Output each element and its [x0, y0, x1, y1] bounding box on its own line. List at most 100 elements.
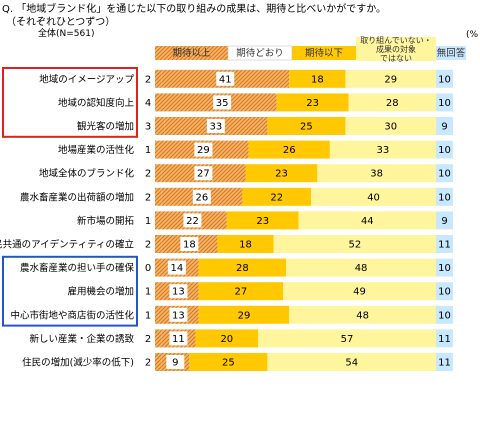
bar-segment-3: [198, 282, 284, 301]
bar-segment-3: [198, 305, 290, 324]
value-label: 29: [384, 74, 397, 85]
value-label: 25: [222, 358, 235, 369]
value-label: 25: [300, 122, 313, 133]
value-label: 30: [384, 122, 397, 133]
value-label: 18: [311, 74, 324, 85]
value-label: 52: [348, 240, 361, 251]
value-label-above: 3: [145, 122, 151, 133]
value-label: 23: [306, 98, 319, 109]
value-label: 10: [438, 263, 451, 274]
value-label: 18: [239, 240, 252, 251]
bar-segment-3: [195, 329, 259, 348]
bar-segment-1: [155, 69, 162, 88]
bar-segment-5: [436, 93, 453, 112]
value-label: 27: [234, 287, 247, 298]
value-label: 57: [341, 334, 354, 345]
bar-segment-3: [242, 187, 312, 206]
legend-label: 成果の対象: [376, 44, 416, 54]
value-label: 33: [210, 122, 223, 133]
value-label-bg: [213, 95, 232, 110]
value-label: 29: [197, 145, 210, 156]
value-label: 23: [275, 169, 288, 180]
legend-label: 期待どおり: [236, 47, 284, 59]
legend-swatch-5: [436, 46, 466, 60]
legend-label: 取り組んでいない・: [360, 35, 432, 45]
value-label-above: 4: [145, 98, 151, 109]
question-subtext: （それぞれひとつずつ）: [6, 17, 116, 28]
bar-segment-5: [436, 258, 453, 277]
bar-segment-1: [155, 353, 162, 371]
value-label: 35: [216, 98, 229, 109]
unit-label: (%: [466, 30, 479, 40]
bar-segment-4: [345, 117, 436, 135]
value-label-above: 1: [145, 287, 151, 298]
value-label: 29: [238, 310, 251, 321]
bar-segment-5: [436, 282, 453, 301]
legend-label: ではない: [380, 54, 412, 63]
bar-segment-4: [289, 305, 436, 324]
legend-label: 期待以上: [172, 47, 211, 59]
value-label: 27: [197, 169, 210, 180]
value-label: 10: [438, 287, 451, 298]
value-label: 26: [283, 145, 296, 156]
bar-segment-4: [283, 282, 436, 301]
bar-segment-3: [289, 69, 346, 88]
category-label: 農水畜産業の出荷額の増加: [20, 191, 134, 203]
bar-segment-4: [298, 211, 436, 230]
value-label-bg: [166, 355, 185, 369]
category-label: 住民共通のアイデンティティの確立: [0, 239, 134, 251]
value-label-bg: [169, 331, 188, 346]
value-label: 9: [441, 122, 447, 133]
value-label: 49: [353, 287, 366, 298]
value-label-bg: [206, 119, 225, 133]
sample-size: 全体(N=561): [38, 29, 95, 39]
value-label: 11: [438, 358, 451, 369]
value-label: 48: [356, 310, 369, 321]
bar-segment-1: [155, 93, 168, 112]
value-label-bg: [194, 166, 213, 181]
bar-segment-5: [436, 305, 453, 324]
value-label: 26: [195, 192, 208, 203]
value-label: 13: [172, 310, 185, 321]
value-label: 10: [438, 98, 451, 109]
value-label: 28: [236, 263, 249, 274]
value-label-bg: [183, 213, 202, 228]
bar-segment-3: [248, 140, 330, 159]
value-label: 9: [441, 216, 447, 227]
value-label-above: 2: [145, 169, 151, 180]
bar-segment-5: [436, 140, 453, 159]
bar-segment-5: [436, 187, 453, 206]
bar-segment-4: [258, 329, 436, 348]
value-label: 10: [438, 145, 451, 156]
legend-swatch-3: [292, 46, 356, 60]
value-label: 10: [438, 74, 451, 85]
highlight-boxes: [2, 67, 138, 327]
bar-segment-4: [317, 164, 436, 183]
value-label: 40: [367, 192, 380, 203]
bar-segment-5: [436, 164, 453, 183]
category-label: 住民の増加(減少率の低下): [22, 357, 134, 369]
legend-label: 無回答: [437, 47, 466, 59]
value-label: 41: [219, 74, 232, 85]
bar-segment-4: [311, 187, 436, 206]
legend-label: 期待以下: [305, 47, 343, 59]
bar-segment-1: [155, 211, 159, 230]
value-label: 13: [172, 287, 185, 298]
bar-segment-4: [348, 93, 436, 112]
bar-segment-1: [155, 164, 162, 183]
bar-segment-3: [217, 235, 274, 253]
bar-segment-4: [273, 235, 436, 253]
blue-highlight-box: [2, 255, 138, 327]
bar-segment-3: [276, 93, 349, 112]
value-label: 10: [438, 310, 451, 321]
question-text: Q. 「地域ブランド化」を通じた以下の取り組みの成果は、期待と比べいかがですか。: [2, 4, 387, 15]
bar-segment-4: [286, 258, 436, 277]
value-label: 44: [361, 216, 374, 227]
value-label: 54: [345, 358, 358, 369]
value-label-above: 2: [145, 192, 151, 203]
bar-segment-5: [436, 69, 453, 88]
value-label-bg: [194, 142, 213, 157]
